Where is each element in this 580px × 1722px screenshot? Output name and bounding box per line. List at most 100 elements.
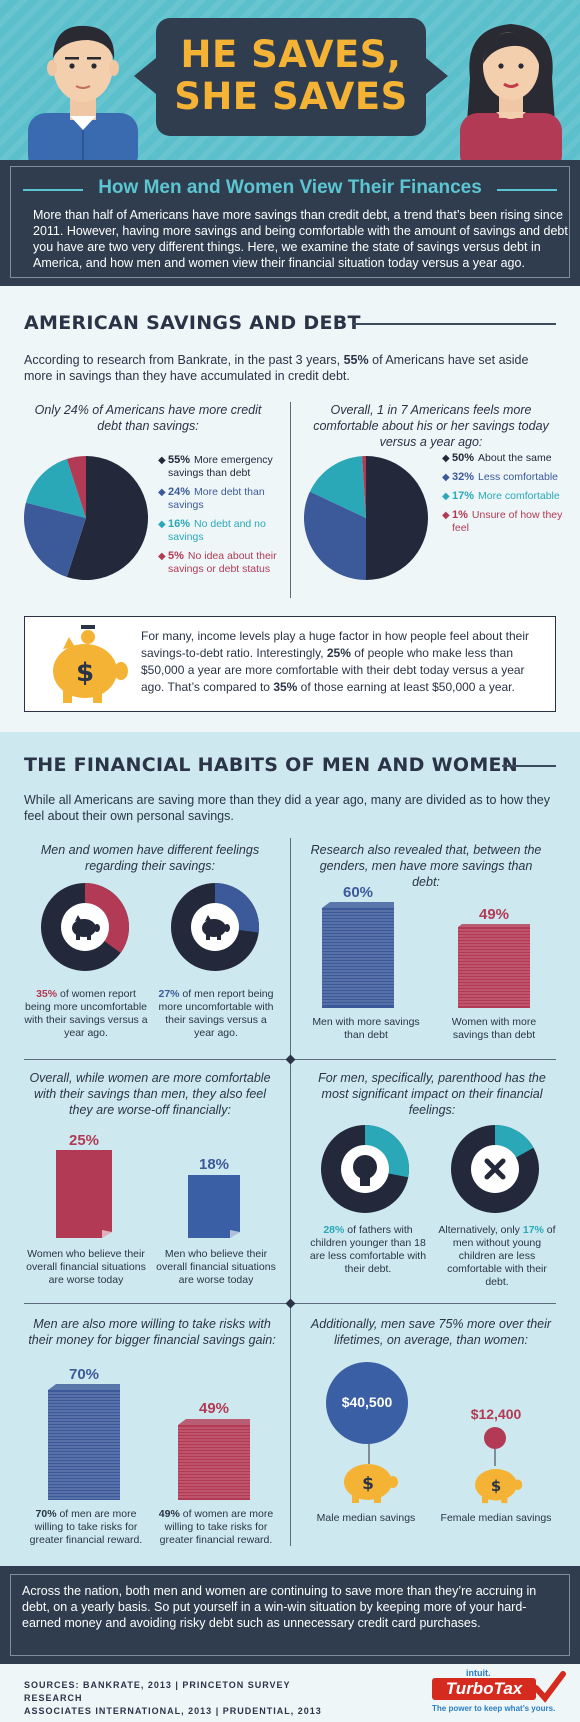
money-stack-bar (322, 908, 394, 1008)
sources: SOURCES: BANKRATE, 2013 | PRINCETON SURV… (24, 1679, 324, 1718)
men-worse-pct: 18% (198, 1156, 230, 1173)
male-piggy-bank-icon: $ (344, 1464, 398, 1503)
feelings-caption: Men and women have different feelings re… (40, 843, 260, 873)
money-stack-bar (178, 1425, 250, 1500)
fathers-desc: of fathers with children younger than 18… (309, 1224, 427, 1275)
women-risk-desc: of women are more willing to take risks … (159, 1508, 274, 1546)
turbotax-logo[interactable]: intuit. TurboTax The power to keep what’… (432, 1668, 572, 1720)
without-children-desc: of men without young children are less c… (447, 1224, 556, 1288)
sources-line2: ASSOCIATES INTERNATIONAL, 2013 | PRUDENT… (24, 1706, 322, 1716)
legend-value: 24% (168, 486, 191, 498)
heading-rule-left (23, 189, 83, 191)
more-savings-caption: Research also revealed that, between the… (310, 843, 542, 889)
document-bar (188, 1175, 240, 1238)
without-children-intro: Alternatively, only (438, 1224, 523, 1236)
men-feelings-pct: 27% (158, 988, 180, 1000)
closing-text: Across the nation, both men and women ar… (22, 1584, 537, 1630)
men-savings-pct: 60% (342, 884, 374, 901)
legend-value: 5% (168, 550, 184, 562)
men-feelings-desc: of men report being more uncomfortable w… (158, 988, 274, 1039)
pie-slice (25, 459, 86, 518)
women-risk-pct: 49% (198, 1400, 230, 1417)
document-bar (56, 1150, 112, 1238)
heading-rule-right (497, 189, 557, 191)
grid-marker (285, 1054, 296, 1065)
intro-text-end: of Americans have set aside more in savi… (24, 353, 529, 383)
section-heading: THE FINANCIAL HABITS OF MEN AND WOMEN (24, 754, 519, 776)
grid-divider-vertical (290, 838, 291, 1546)
legend-label: More debt than savings (168, 486, 265, 511)
column-divider (290, 402, 291, 598)
men-risk-pct: 70% (68, 1366, 100, 1383)
women-worse-pct: 25% (68, 1132, 100, 1149)
callout-part2: of people who make less than $50,000 a y… (141, 646, 525, 694)
lifetime-caption: Additionally, men save 75% more over the… (310, 1317, 552, 1347)
man-illustration (28, 25, 138, 160)
legend-value: 32% (452, 471, 475, 483)
title-banner: HE SAVES, SHE SAVES (134, 18, 448, 136)
women-feelings-pct: 35% (36, 988, 58, 1000)
intro-section: How Men and Women View Their Finances Mo… (0, 160, 580, 286)
callout-part1: For many, income levels play a huge fact… (141, 629, 529, 660)
financial-habits-section: THE FINANCIAL HABITS OF MEN AND WOMEN Wh… (0, 732, 580, 1566)
women-risk-text: 49% of women are more willing to take ri… (156, 1508, 276, 1547)
heading-rule (502, 765, 556, 767)
men-without-children-donut (451, 1125, 539, 1213)
men-risk-text-pct: 70% (35, 1508, 57, 1520)
pie-slice (304, 491, 366, 580)
female-piggy-bank-icon: $ (475, 1469, 523, 1504)
legend-label: Unsure of how they feel (452, 509, 563, 534)
men-risk-desc: of men are more willing to take risks fo… (29, 1508, 143, 1546)
credit-debt-pie-chart (23, 456, 148, 580)
svg-text:$: $ (362, 1474, 374, 1494)
men-risk-text: 70% of men are more willing to take risk… (26, 1508, 146, 1547)
closing-section: Across the nation, both men and women ar… (0, 1566, 580, 1664)
callout-highlight2: 35% (273, 680, 298, 694)
right-chart-caption: Overall, 1 in 7 Americans feels more com… (313, 403, 549, 449)
diamond-bullet-icon: ◆ (442, 472, 450, 483)
svg-text:$: $ (76, 658, 94, 688)
turbotax-wordmark: TurboTax (432, 1678, 536, 1700)
legend-value: 50% (452, 452, 475, 464)
woman-illustration (460, 24, 562, 160)
fathers-donut (321, 1125, 409, 1213)
diamond-bullet-icon: ◆ (158, 519, 166, 530)
callout-text: For many, income levels play a huge fact… (141, 628, 541, 696)
intro-frame: How Men and Women View Their Finances Mo… (10, 166, 570, 278)
intro-body: More than half of Americans have more sa… (33, 208, 568, 270)
diamond-bullet-icon: ◆ (158, 487, 166, 498)
intro-highlight: 55% (343, 353, 369, 367)
parenthood-caption: For men, specifically, parenthood has th… (318, 1071, 546, 1117)
diamond-bullet-icon: ◆ (442, 491, 450, 502)
heading-rule (352, 323, 556, 325)
diamond-bullet-icon: ◆ (158, 455, 166, 466)
sources-line1: SOURCES: BANKRATE, 2013 | PRINCETON SURV… (24, 1680, 291, 1703)
male-savings-label: Male median savings (316, 1512, 416, 1524)
left-chart-caption: Only 24% of Americans have more credit d… (34, 403, 262, 433)
men-risk-money-stack (48, 1384, 120, 1500)
child-head-icon (353, 1155, 377, 1186)
intuit-wordmark: intuit. (466, 1668, 491, 1678)
legend-item: ◆ 1% Unsure of how they feel (442, 509, 570, 535)
without-children-pct: 17% (522, 1224, 544, 1236)
legend-item: ◆ 55% More emergency savings than debt (158, 454, 280, 480)
grid-marker (285, 1298, 296, 1309)
habits-intro: While all Americans are saving more than… (24, 793, 550, 823)
piggy-bank-icon: $ (53, 625, 128, 703)
pie-slice (66, 456, 86, 518)
men-worse-label: Men who believe their overall financial … (156, 1248, 276, 1286)
credit-debt-legend: ◆ 55% More emergency savings than debt ◆ 24%… (158, 454, 280, 582)
pie-slice (66, 456, 148, 580)
money-stack-bar (48, 1390, 120, 1500)
legend-value: 17% (452, 490, 475, 502)
risks-caption: Men are also more willing to take risks … (28, 1317, 276, 1347)
diamond-bullet-icon: ◆ (442, 453, 450, 464)
legend-value: 1% (452, 509, 468, 521)
female-savings-balloon (484, 1427, 506, 1466)
male-savings-value: $40,500 (341, 1394, 393, 1410)
women-feelings-text: 35% of women report being more uncomfort… (24, 988, 148, 1040)
money-stack-bar (458, 927, 530, 1008)
men-savings-label: Men with more savings than debt (312, 1016, 420, 1041)
men-uncomfortable-donut (171, 883, 259, 971)
pie-slice (23, 502, 86, 577)
